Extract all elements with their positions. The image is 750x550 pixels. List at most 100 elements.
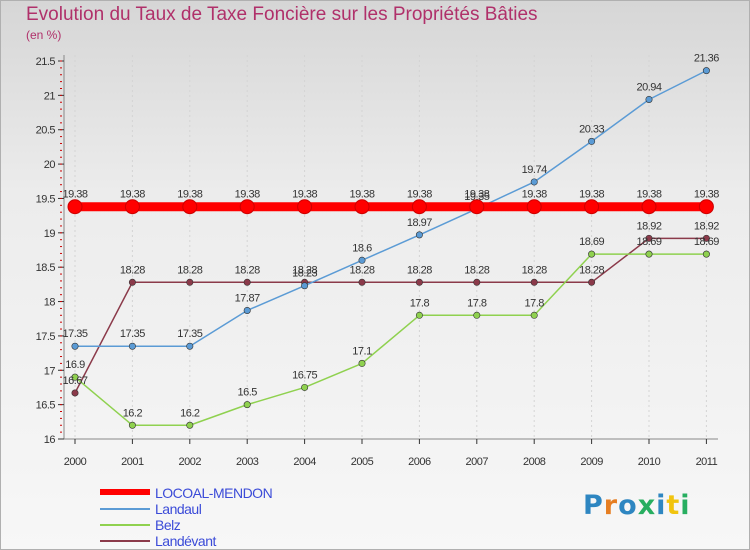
data-label: 16.5 (237, 387, 257, 399)
x-tick-label: 2009 (580, 456, 603, 468)
data-label: 19.38 (177, 189, 202, 201)
series-line-landaul (75, 69, 707, 347)
data-point (358, 278, 366, 286)
data-label: 19.38 (464, 189, 489, 201)
data-label: 20.33 (579, 123, 604, 135)
logo-letter: r (603, 490, 619, 521)
data-point (301, 383, 309, 391)
data-label: 16.67 (62, 375, 87, 387)
data-point (128, 342, 136, 350)
data-label: 20.94 (636, 81, 661, 93)
y-tick-label: 18 (44, 297, 56, 309)
legend-swatch-landaul (100, 508, 150, 510)
y-tick-label: 19 (44, 228, 56, 240)
data-point (645, 234, 653, 242)
data-point (530, 178, 538, 186)
y-tick-label: 19.5 (36, 193, 56, 205)
data-label: 18.28 (407, 264, 432, 276)
legend-label-locoal-mendon: LOCOAL-MENDON (155, 485, 273, 501)
data-label: 19.38 (349, 189, 374, 201)
data-label: 17.8 (524, 297, 544, 309)
data-label: 17.1 (352, 345, 372, 357)
y-tick-label: 21.5 (36, 56, 56, 68)
x-tick-label: 2004 (293, 456, 316, 468)
data-label: 18.28 (292, 264, 317, 276)
data-label: 17.8 (410, 297, 430, 309)
data-point (645, 95, 653, 103)
data-label: 18.28 (177, 264, 202, 276)
data-label: 19.38 (235, 189, 260, 201)
data-point (469, 199, 485, 215)
data-label: 19.74 (522, 164, 547, 176)
legend-swatch-locoal-mendon (100, 489, 150, 495)
data-label: 18.92 (636, 220, 661, 232)
data-label: 19.35 (464, 191, 489, 203)
data-label: 16.9 (65, 359, 85, 371)
data-label: 18.28 (579, 264, 604, 276)
x-tick-label: 2006 (408, 456, 431, 468)
y-tick-label: 18.5 (36, 262, 56, 274)
data-point (588, 278, 596, 286)
logo-letter: t (666, 490, 681, 521)
data-label: 18.97 (407, 217, 432, 229)
data-label: 18.23 (292, 268, 317, 280)
data-point (411, 199, 427, 215)
data-point (358, 359, 366, 367)
proxiti-logo: Proxiti (583, 490, 691, 521)
data-label: 19.38 (522, 189, 547, 201)
data-point (645, 250, 653, 258)
data-label: 19.38 (407, 189, 432, 201)
data-point (124, 199, 140, 215)
data-point (702, 250, 710, 258)
x-tick-label: 2002 (179, 456, 202, 468)
data-point (588, 250, 596, 258)
data-label: 19.38 (62, 189, 87, 201)
legend-label-landevant: Landévant (155, 533, 216, 549)
logo-letter: o (618, 490, 638, 521)
data-label: 18.92 (694, 220, 719, 232)
data-label: 17.87 (235, 292, 260, 304)
data-point (530, 278, 538, 286)
data-label: 21.36 (694, 53, 719, 65)
data-point (186, 342, 194, 350)
data-label: 16.75 (292, 369, 317, 381)
data-label: 19.38 (694, 189, 719, 201)
legend-swatch-landevant (100, 540, 150, 542)
data-point (358, 256, 366, 264)
logo-letter: P (583, 490, 604, 521)
data-label: 17.35 (177, 328, 202, 340)
data-point (354, 199, 370, 215)
data-label: 18.28 (464, 264, 489, 276)
data-label: 18.6 (352, 242, 372, 254)
chart-title: Evolution du Taux de Taxe Foncière sur l… (26, 4, 538, 25)
x-tick-label: 2008 (523, 456, 546, 468)
x-tick-label: 2010 (638, 456, 661, 468)
legend-label-landaul: Landaul (155, 501, 202, 517)
data-point (186, 278, 194, 286)
data-label: 17.35 (62, 328, 87, 340)
data-point (473, 278, 481, 286)
data-point (243, 278, 251, 286)
data-label: 17.8 (467, 297, 487, 309)
x-tick-label: 2000 (64, 456, 87, 468)
data-label: 16.2 (180, 407, 200, 419)
y-axis-unit: (en %) (26, 28, 62, 42)
data-label: 19.38 (636, 189, 661, 201)
data-point (243, 306, 251, 314)
data-point (243, 401, 251, 409)
data-point (415, 278, 423, 286)
data-label: 18.28 (349, 264, 374, 276)
data-point (415, 311, 423, 319)
data-label: 18.69 (579, 236, 604, 248)
data-label: 18.28 (120, 264, 145, 276)
data-label: 19.38 (120, 189, 145, 201)
data-label: 17.35 (120, 328, 145, 340)
data-point (702, 234, 710, 242)
y-tick-label: 17 (44, 365, 56, 377)
logo-letter: i (656, 490, 667, 521)
data-label: 19.38 (292, 189, 317, 201)
data-point (473, 311, 481, 319)
data-point (301, 282, 309, 290)
